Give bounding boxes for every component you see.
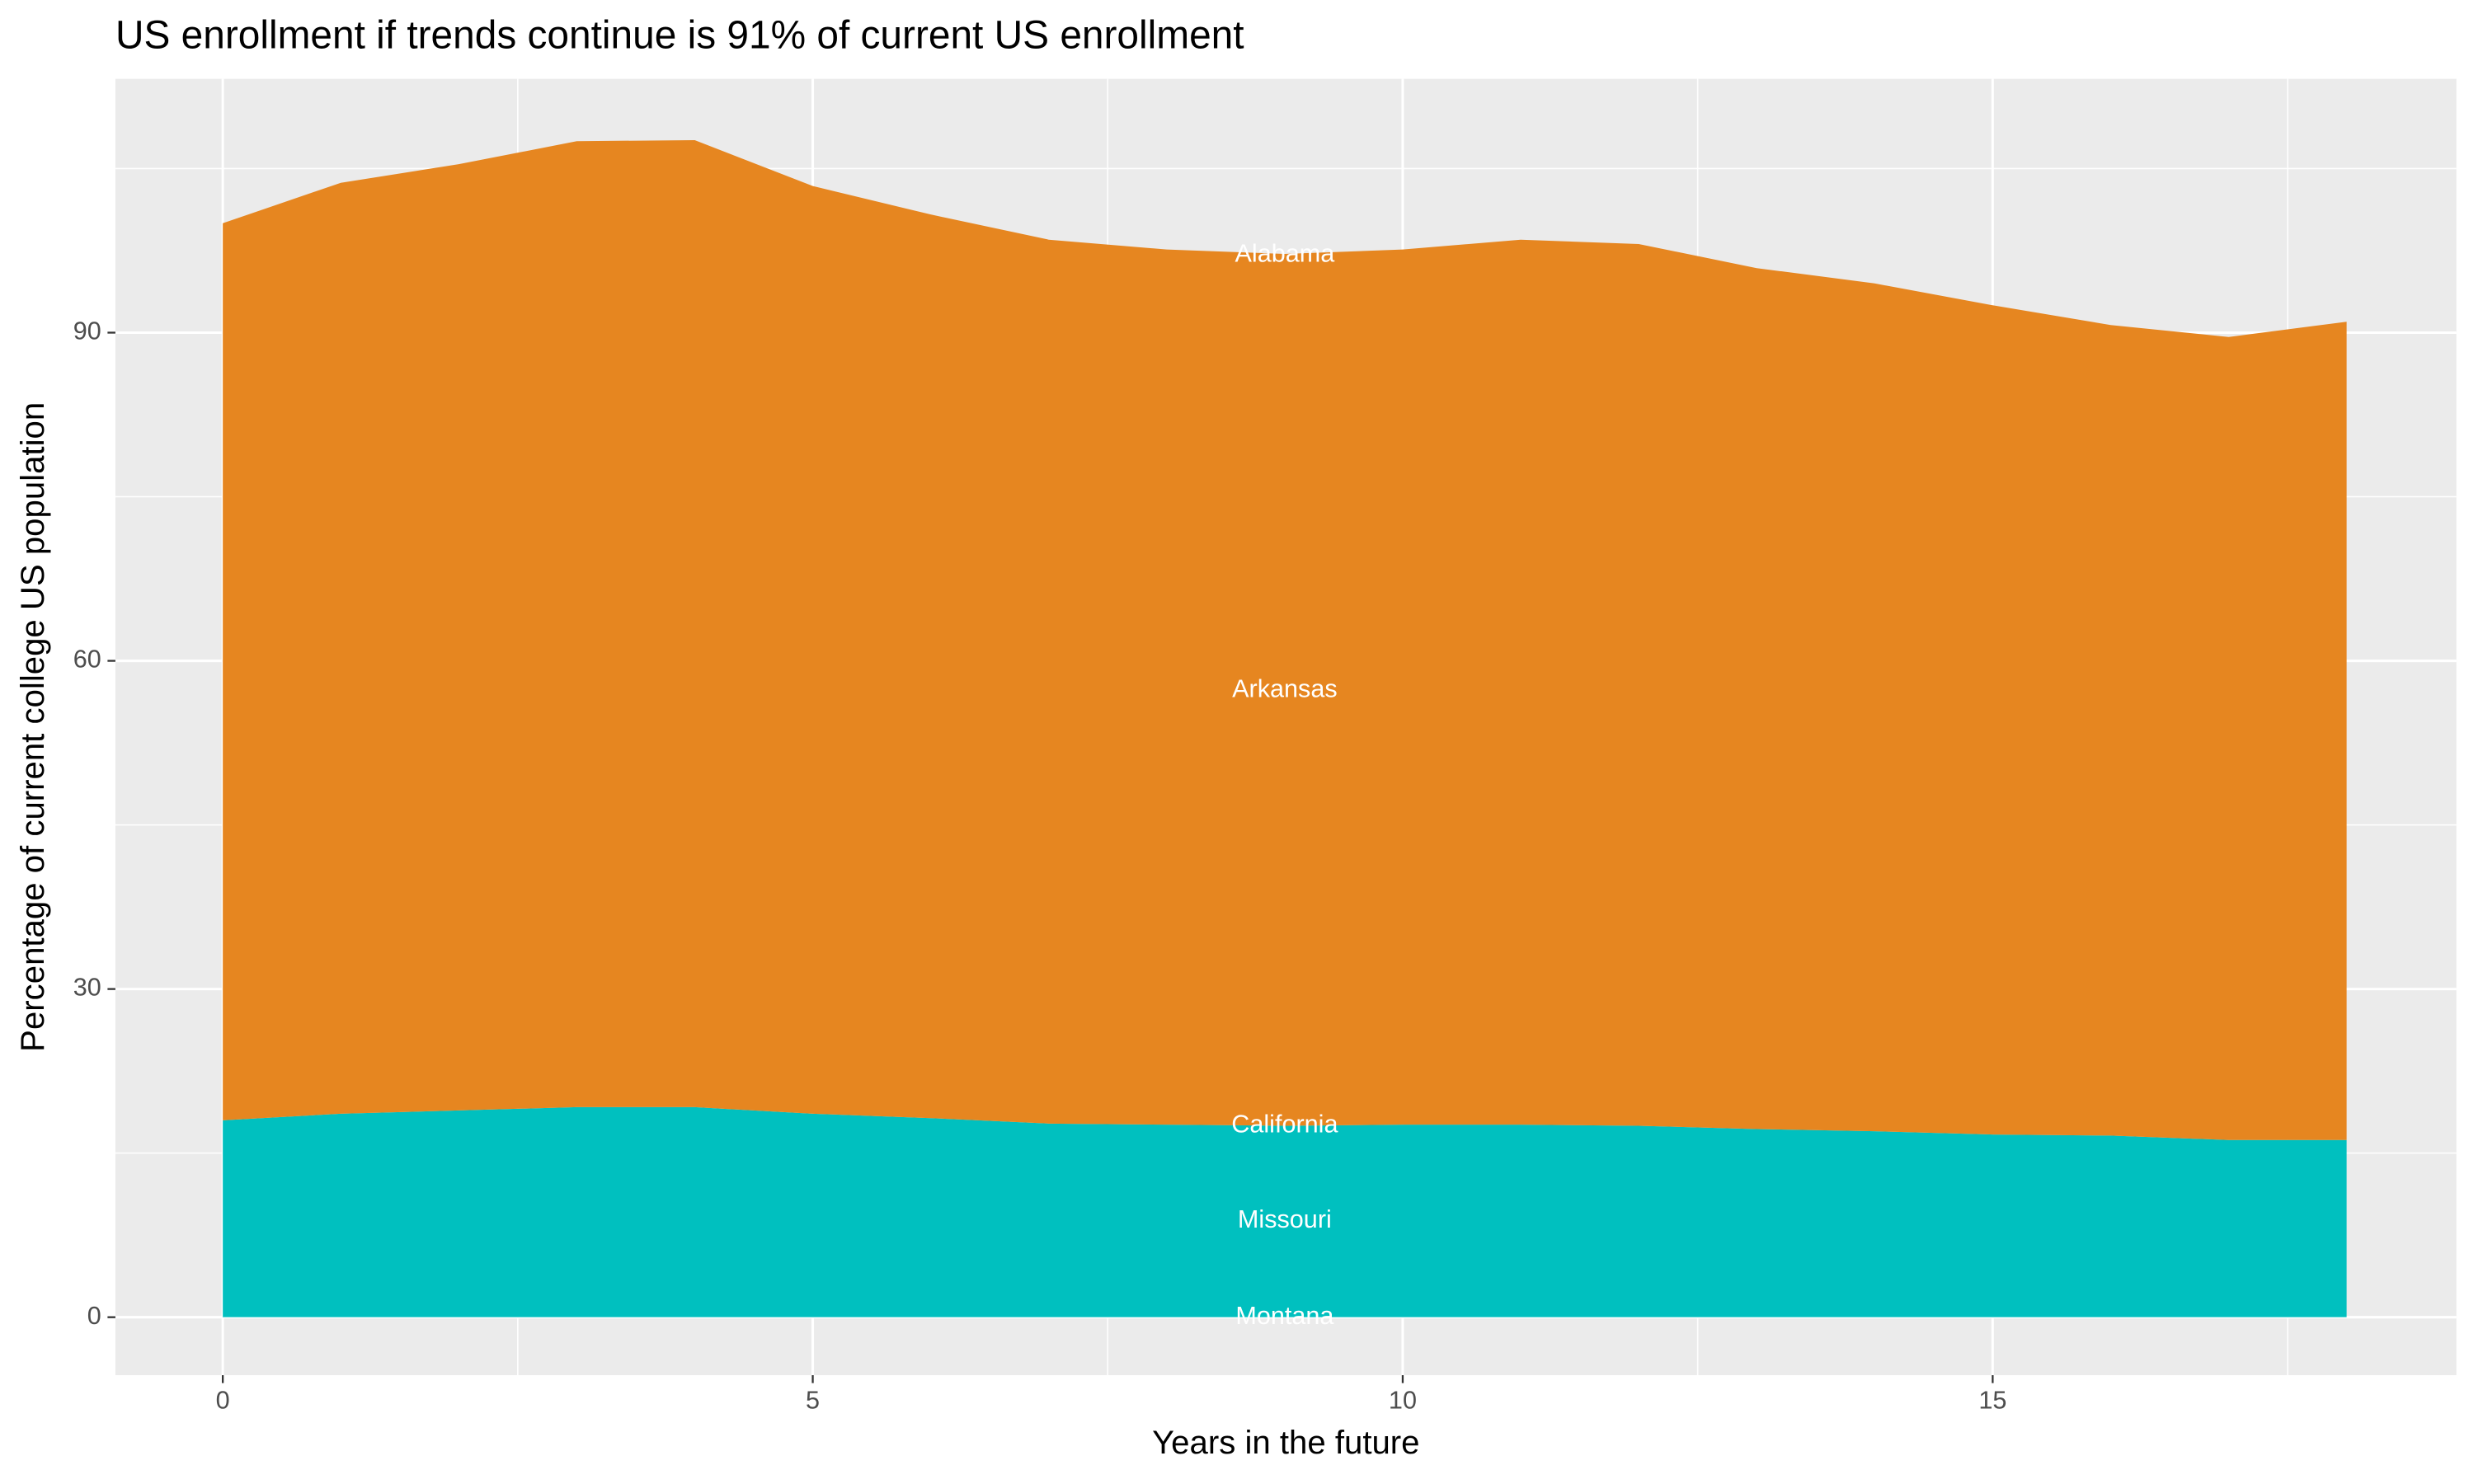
x-axis-title: Years in the future (1152, 1424, 1419, 1461)
y-tick-label: 60 (73, 646, 101, 674)
x-tick-label: 15 (1978, 1387, 2006, 1415)
axes: 0 30 60 90 0 5 10 15 (73, 317, 2007, 1415)
y-tick-label: 90 (73, 317, 101, 345)
x-tick-label: 10 (1389, 1387, 1417, 1415)
x-tick-label: 5 (806, 1387, 820, 1415)
area (223, 139, 2347, 1140)
chart-title: US enrollment if trends continue is 91% … (115, 14, 1244, 58)
areas (223, 139, 2347, 1317)
y-tick-label: 30 (73, 974, 101, 1002)
area-label: Arkansas (1232, 674, 1338, 702)
area (223, 1106, 2347, 1317)
area-label: California (1231, 1111, 1338, 1139)
area-label: Missouri (1238, 1205, 1332, 1233)
y-tick-label: 0 (87, 1302, 101, 1330)
annotations: Alabama Arkansas California Missouri Montana (1231, 239, 1338, 1329)
y-axis-title: Percentage of current college US populat… (14, 402, 51, 1052)
area-label: Alabama (1235, 239, 1335, 267)
area-label: Montana (1235, 1302, 1334, 1330)
x-tick-label: 0 (216, 1387, 230, 1415)
